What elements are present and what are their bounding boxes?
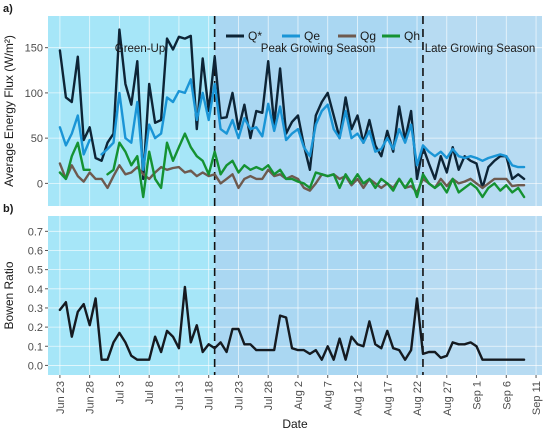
y-tick-label: 100: [25, 88, 43, 100]
legend-label: Qg: [360, 29, 376, 43]
y-tick-label: 0.3: [28, 303, 43, 315]
series-line-bowen: [58, 285, 526, 361]
x-tick-label: Aug 12: [352, 381, 364, 416]
y-tick-label: 0.4: [28, 284, 43, 296]
x-tick-label: Aug 2: [293, 381, 305, 410]
series-line-qh: [58, 132, 526, 199]
series-line-qe: [58, 78, 526, 171]
x-tick-label: Jun 23: [55, 381, 67, 414]
x-tick-label: Jul 23: [233, 381, 245, 410]
x-axis-title: Date: [282, 417, 308, 431]
phase-label: Green-Up: [115, 43, 166, 55]
x-tick-label: Aug 27: [442, 381, 454, 416]
y-tick-label: 0.0: [28, 360, 43, 372]
series-line-qg: [58, 162, 526, 194]
x-tick-label: Sep 6: [501, 381, 513, 410]
y-axis-title: Bowen Ratio: [2, 261, 16, 329]
y-tick-label: 0.1: [28, 341, 43, 353]
y-tick-label: 50: [31, 133, 43, 145]
phase-label: Peak Growing Season: [261, 43, 375, 55]
phase-band-3: [422, 216, 542, 375]
y-tick-label: 0.5: [28, 265, 43, 277]
y-tick-label: 0.7: [28, 226, 43, 238]
x-tick-label: Jul 28: [263, 381, 275, 410]
y-axis-title: Average Energy Flux (W/m²): [2, 35, 16, 187]
series-line-qstar: [58, 28, 526, 190]
x-tick-label: Jul 18: [204, 381, 216, 410]
phase-label: Late Growing Season: [425, 43, 536, 55]
x-tick-label: Sep 1: [472, 381, 484, 410]
x-tick-label: Aug 22: [412, 381, 424, 416]
x-tick-label: Sep 11: [531, 381, 543, 415]
y-tick-label: 0.2: [28, 322, 43, 334]
y-tick-label: 0.6: [28, 245, 43, 257]
shared-date-axis: Jun 23 Jun 28 Jul 3 Jul 8 Jul 13 Jul 18 Jul 23…: [55, 375, 543, 431]
x-tick-label: Jun 28: [85, 381, 97, 414]
y-tick-label: 0: [37, 178, 43, 190]
phase-band-1: [48, 216, 215, 375]
x-tick-label: Jul 8: [144, 381, 156, 404]
x-tick-label: Jul 13: [174, 381, 186, 410]
x-tick-label: Jul 3: [114, 381, 126, 404]
legend-label: Qe: [304, 29, 320, 43]
panel-label: b): [3, 203, 14, 215]
legend-label: Qh: [404, 29, 420, 43]
legend-label: Q*: [248, 29, 262, 43]
panel-a-energy-flux: 0 50 100 150 Average Energy Flux (W/m²) a) Gre…: [2, 3, 542, 206]
panel-label: a): [3, 3, 13, 15]
phase-band-2: [214, 216, 423, 375]
x-tick-label: Aug 7: [323, 381, 335, 410]
panel-b-bowen-ratio: 0.0 0.1 0.2 0.3 0.4 0.5 0.6 0.7 Bowen Ratio b): [2, 203, 542, 375]
y-tick-label: 150: [25, 43, 43, 55]
x-tick-label: Aug 17: [382, 381, 394, 416]
